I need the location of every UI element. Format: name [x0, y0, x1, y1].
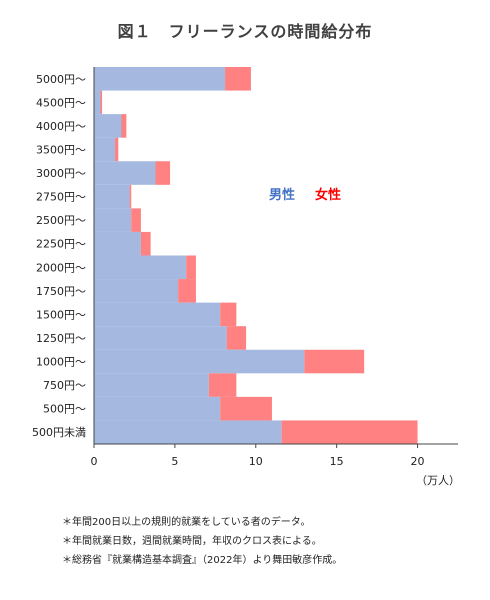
bar-male-15 — [94, 420, 282, 444]
bar-male-5 — [94, 184, 130, 209]
y-tick-label: 1500円～ — [36, 308, 86, 321]
legend-female: 女性 — [315, 187, 341, 203]
bar-male-0 — [94, 67, 226, 91]
x-tick-label: 0 — [91, 455, 98, 468]
bar-female-7 — [140, 231, 151, 256]
bar-male-12 — [94, 349, 305, 374]
bar-male-9 — [94, 279, 179, 303]
bar-male-14 — [94, 396, 221, 421]
bar-female-1 — [100, 90, 103, 115]
bar-female-13 — [208, 373, 237, 397]
footnotes: ＊年間200日以上の規則的就業をしている者のデータ。 ＊年間就業日数，週間就業時… — [62, 513, 342, 570]
legend-male: 男性 — [269, 187, 295, 203]
bar-female-5 — [129, 184, 132, 209]
y-tick-label: 2000円～ — [36, 261, 86, 274]
bar-female-9 — [178, 279, 196, 303]
bar-male-11 — [94, 326, 227, 350]
bar-male-13 — [94, 373, 209, 397]
bar-male-3 — [94, 137, 116, 162]
bar-male-4 — [94, 161, 156, 185]
bar-male-6 — [94, 208, 132, 232]
footnote-2: ＊年間就業日数，週間就業時間，年収のクロス表による。 — [62, 536, 322, 547]
y-tick-label: 4500円～ — [36, 96, 86, 109]
y-tick-label: 750円～ — [43, 379, 86, 392]
y-tick-label: 2750円～ — [36, 191, 86, 204]
y-tick-label: 5000円～ — [36, 73, 86, 86]
bar-male-7 — [94, 231, 141, 256]
bar-female-15 — [281, 420, 418, 444]
x-axis-unit-label: （万人） — [416, 474, 460, 487]
y-tick-label: 4000円～ — [36, 120, 86, 133]
bar-female-6 — [131, 208, 141, 232]
y-tick-label: 2250円～ — [36, 238, 86, 251]
bar-female-11 — [226, 326, 247, 350]
footnote-1: ＊年間200日以上の規則的就業をしている者のデータ。 — [62, 517, 311, 528]
bar-female-14 — [220, 396, 272, 421]
x-tick-label: 10 — [249, 455, 263, 468]
y-tick-label: 1250円～ — [36, 332, 86, 345]
bar-female-4 — [155, 161, 171, 185]
bar-female-8 — [186, 255, 196, 280]
chart-title: 図１ フリーランスの時間給分布 — [117, 22, 373, 41]
y-tick-label: 500円～ — [43, 403, 86, 416]
bar-female-0 — [225, 67, 251, 91]
y-tick-label: 2500円～ — [36, 214, 86, 227]
x-tick-label: 5 — [171, 455, 178, 468]
x-tick-label: 15 — [330, 455, 344, 468]
bar-female-12 — [304, 349, 365, 374]
bar-male-2 — [94, 114, 122, 138]
footnote-3: ＊総務省『就業構造基本調査』（2022年）より舞田敏彦作成。 — [62, 555, 343, 566]
y-tick-label: 1000円～ — [36, 356, 86, 369]
bar-male-10 — [94, 302, 221, 327]
y-tick-label: 1750円～ — [36, 285, 86, 298]
y-tick-label: 3500円～ — [36, 143, 86, 156]
bar-male-8 — [94, 255, 187, 280]
x-tick-label: 20 — [411, 455, 425, 468]
bar-female-3 — [115, 137, 119, 162]
bar-female-10 — [220, 302, 237, 327]
y-tick-label: 3000円～ — [36, 167, 86, 180]
bar-male-1 — [94, 90, 101, 115]
chart-svg: 5000円～ 4500円～ 4000円～ 3500円～ 3000円～ 2750円～ 2500… — [32, 67, 460, 487]
bar-female-2 — [121, 114, 127, 138]
y-tick-label: 500円未満 — [32, 426, 86, 439]
